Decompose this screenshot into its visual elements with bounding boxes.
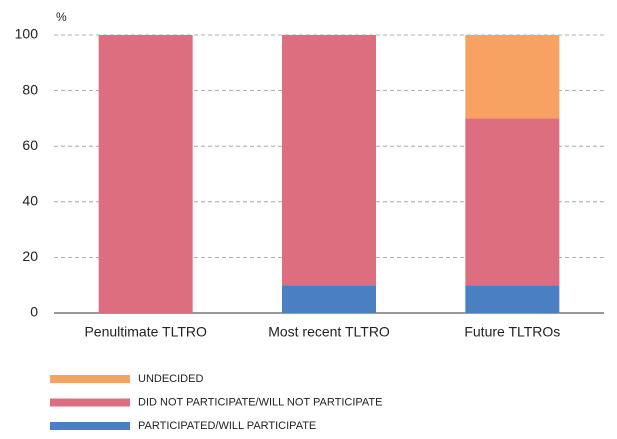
y-tick-label: 20	[22, 248, 38, 264]
legend-label: PARTICIPATED/WILL PARTICIPATE	[138, 420, 316, 432]
legend-swatch	[50, 375, 130, 383]
x-tick-label: Penultimate TLTRO	[84, 324, 207, 340]
bar-segment	[465, 35, 560, 119]
bar-segment	[465, 285, 560, 313]
y-tick-label: 100	[15, 26, 39, 42]
legend-swatch	[50, 422, 130, 430]
x-tick-label: Future TLTROs	[464, 324, 560, 340]
bar-segment	[98, 35, 193, 313]
bar-segment	[282, 285, 376, 313]
legend-label: UNDECIDED	[138, 373, 203, 385]
y-tick-label: 40	[22, 193, 38, 209]
y-tick-label: 0	[30, 304, 38, 320]
y-tick-label: 60	[22, 137, 38, 153]
bar-segment	[465, 118, 560, 286]
bar-segment	[282, 35, 376, 286]
legend-label: DID NOT PARTICIPATE/WILL NOT PARTICIPATE	[138, 396, 382, 408]
y-axis-label: %	[56, 10, 67, 24]
legend-swatch	[50, 398, 130, 407]
y-tick-label: 80	[22, 81, 38, 97]
x-tick-label: Most recent TLTRO	[268, 324, 390, 340]
